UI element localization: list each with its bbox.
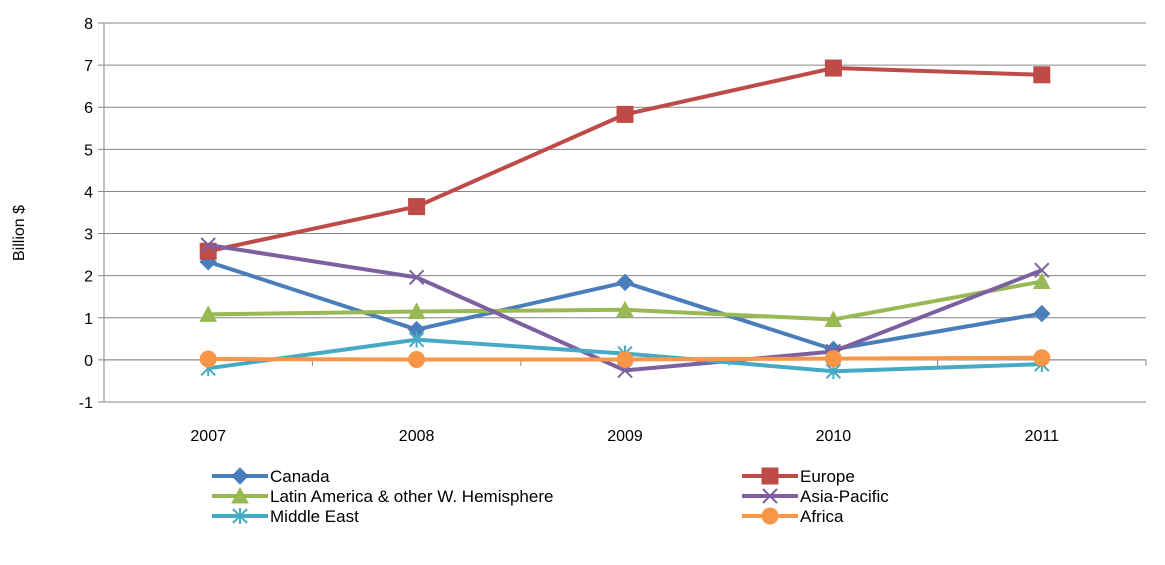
gridlines [104,22,1146,403]
data-point [407,302,426,319]
y-tick-label: 4 [84,184,93,201]
y-tick-label: 3 [84,227,93,244]
data-point [1033,66,1051,84]
y-tick-label: -1 [79,395,93,412]
data-point [616,300,634,318]
series-5 [199,349,1051,368]
x-tick-label: 2010 [816,428,852,445]
data-point [616,105,634,123]
legend-item: Asia-Pacific [742,487,889,506]
x-tick-label: 2008 [399,428,435,445]
data-point [1032,272,1051,290]
legend-swatch-marker [232,508,248,524]
legend-label: Europe [800,467,855,486]
data-point [199,305,218,322]
y-tick-label: 8 [84,16,93,33]
series-lines [199,59,1051,380]
data-point [408,331,425,348]
legend-swatch-marker [231,486,249,504]
data-point [408,269,425,286]
legend-item: Europe [742,467,855,486]
data-point [824,310,843,327]
series-1 [199,59,1051,260]
legend-label: Middle East [270,507,359,526]
data-point [1033,304,1051,323]
data-point [1033,349,1051,367]
axes: -1 0 1 2 3 4 5 6 7 8 2007 2008 2009 2010 2011 [79,16,1147,445]
legend-item: Canada [212,467,330,486]
legend-item: Latin America & other W. Hemisphere [212,486,553,506]
legend-swatch-marker [231,467,249,485]
x-tick-label: 2011 [1025,428,1060,445]
data-point [1034,262,1050,278]
data-point [200,237,216,253]
y-tick-label: 7 [84,58,93,75]
data-point [824,350,842,368]
y-tick-label: 0 [84,353,93,370]
y-tick-label: 6 [84,100,93,117]
legend-item: Africa [742,507,844,526]
data-point [408,198,426,216]
legend-label: Asia-Pacific [800,487,889,506]
legend-label: Latin America & other W. Hemisphere [270,487,553,506]
legend-label: Africa [800,507,844,526]
data-point [199,350,217,368]
legend-swatch-marker [761,467,779,485]
legend-swatch-marker [762,488,778,504]
series-2 [199,272,1051,327]
y-tick-label: 2 [84,269,93,286]
x-tick-label: 2007 [190,428,226,445]
series-line [207,66,1042,254]
legend-swatch-marker [761,507,779,525]
data-point [616,350,634,368]
data-point [408,350,426,368]
y-tick-label: 5 [84,142,93,159]
legend-label: Canada [270,467,330,486]
legend-item: Middle East [212,507,359,526]
y-axis-label: Billion $ [11,205,28,261]
data-point [616,273,634,292]
y-tick-label: 1 [84,311,93,328]
x-tick-label: 2009 [607,428,643,445]
data-point [824,59,842,77]
legend: Canada Europe Latin America & other W. Hem… [212,467,889,526]
